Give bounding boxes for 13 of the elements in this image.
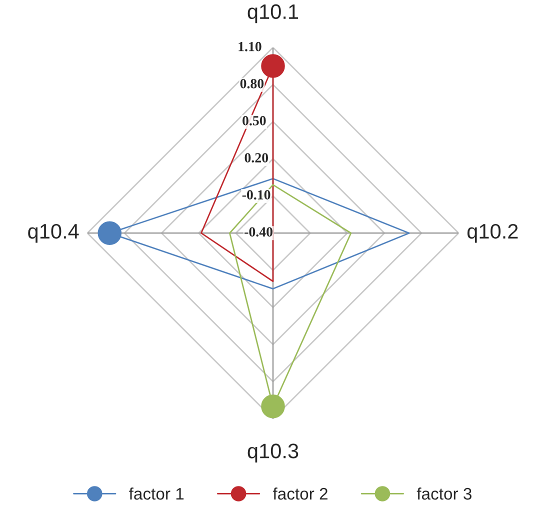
legend-label: factor 1: [129, 487, 184, 500]
y-tick-label: 0.80: [240, 78, 264, 88]
y-tick-label: 0.50: [242, 116, 266, 126]
legend-label: factor 3: [416, 487, 472, 500]
spoke-label: q10.2: [467, 224, 518, 243]
spoke-label: q10.1: [248, 4, 298, 24]
y-tick-label: -0.10: [242, 190, 270, 200]
y-tick-label: 0.20: [244, 153, 268, 163]
spoke-label: q10.4: [28, 224, 79, 243]
legend-label: factor 2: [272, 487, 328, 500]
y-tick-label: -0.40: [244, 227, 272, 237]
y-tick-label: 1.10: [238, 42, 262, 52]
spoke-label: q10.3: [248, 444, 298, 462]
